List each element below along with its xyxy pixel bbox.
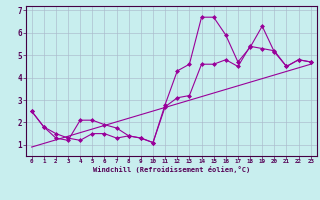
X-axis label: Windchill (Refroidissement éolien,°C): Windchill (Refroidissement éolien,°C) [92, 166, 250, 173]
